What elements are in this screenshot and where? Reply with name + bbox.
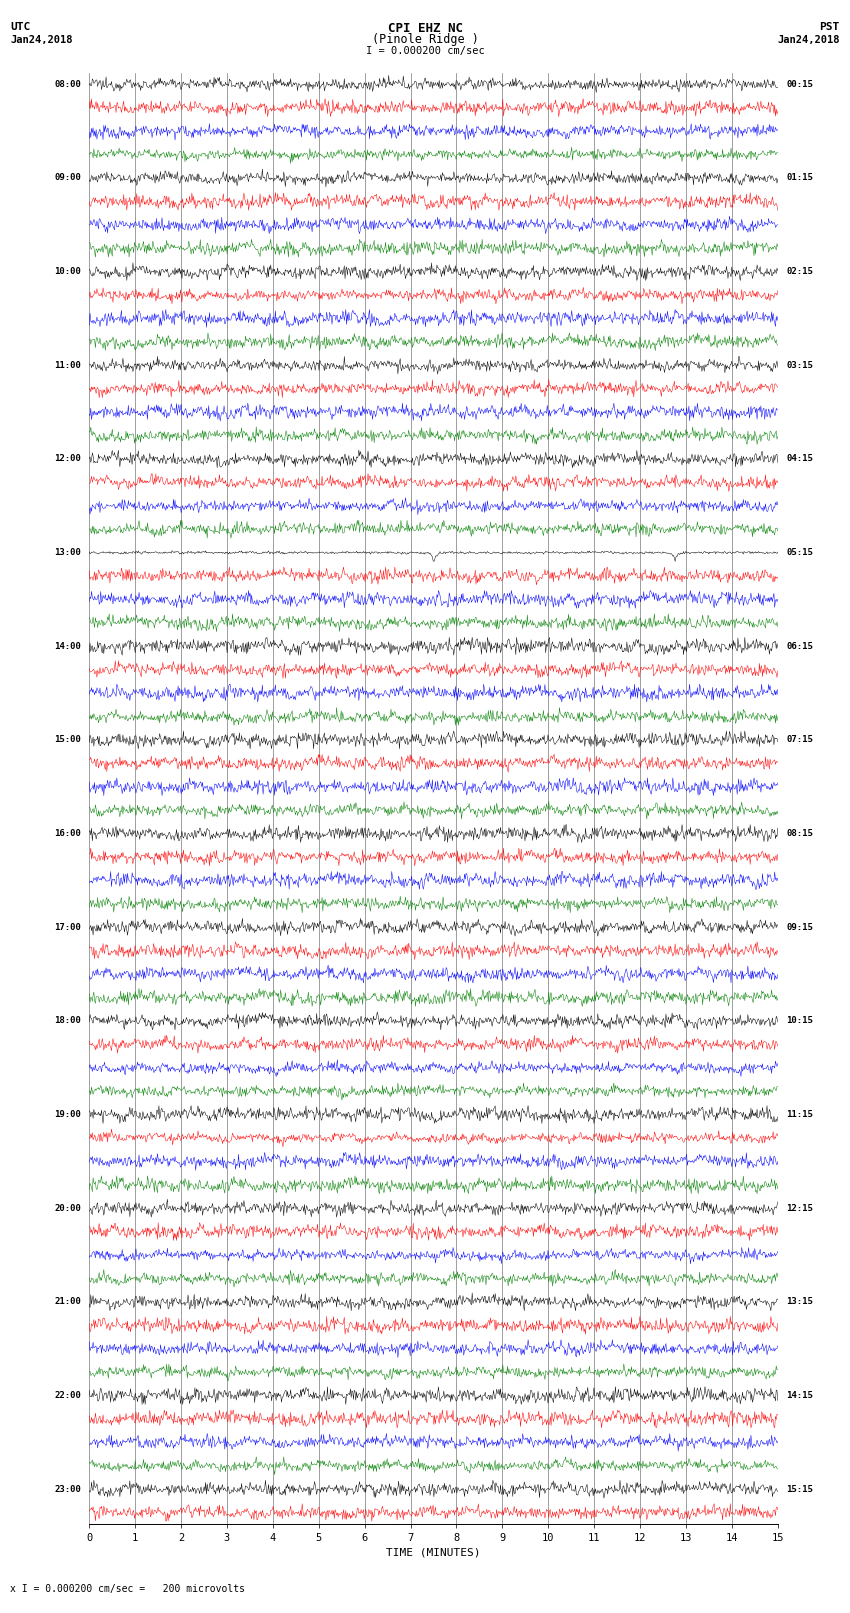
Text: 12:15: 12:15	[786, 1203, 813, 1213]
Text: Jan24,2018: Jan24,2018	[10, 35, 73, 45]
Text: 02:15: 02:15	[786, 268, 813, 276]
Text: 20:00: 20:00	[54, 1203, 81, 1213]
Text: 18:00: 18:00	[54, 1016, 81, 1026]
Text: 16:00: 16:00	[54, 829, 81, 839]
Text: CPI EHZ NC: CPI EHZ NC	[388, 21, 462, 35]
Text: 13:15: 13:15	[786, 1297, 813, 1307]
Text: 05:15: 05:15	[786, 548, 813, 556]
Text: I = 0.000200 cm/sec: I = 0.000200 cm/sec	[366, 47, 484, 56]
Text: 00:15: 00:15	[786, 79, 813, 89]
Text: 12:00: 12:00	[54, 455, 81, 463]
Text: 09:00: 09:00	[54, 174, 81, 182]
Text: 14:15: 14:15	[786, 1390, 813, 1400]
Text: 04:15: 04:15	[786, 455, 813, 463]
Text: 11:00: 11:00	[54, 361, 81, 369]
Text: 11:15: 11:15	[786, 1110, 813, 1119]
Text: 17:00: 17:00	[54, 923, 81, 932]
Text: 07:15: 07:15	[786, 736, 813, 744]
Text: 09:15: 09:15	[786, 923, 813, 932]
Text: 01:15: 01:15	[786, 174, 813, 182]
Text: 06:15: 06:15	[786, 642, 813, 650]
Text: PST: PST	[819, 23, 840, 32]
Text: UTC: UTC	[10, 23, 31, 32]
Text: 08:15: 08:15	[786, 829, 813, 839]
Text: Jan24,2018: Jan24,2018	[777, 35, 840, 45]
Text: x I = 0.000200 cm/sec =   200 microvolts: x I = 0.000200 cm/sec = 200 microvolts	[10, 1584, 245, 1594]
Text: 23:00: 23:00	[54, 1484, 81, 1494]
Text: 14:00: 14:00	[54, 642, 81, 650]
Text: 19:00: 19:00	[54, 1110, 81, 1119]
Text: 08:00: 08:00	[54, 79, 81, 89]
Text: 13:00: 13:00	[54, 548, 81, 556]
Text: 22:00: 22:00	[54, 1390, 81, 1400]
Text: 15:00: 15:00	[54, 736, 81, 744]
X-axis label: TIME (MINUTES): TIME (MINUTES)	[386, 1547, 481, 1558]
Text: 10:15: 10:15	[786, 1016, 813, 1026]
Text: 03:15: 03:15	[786, 361, 813, 369]
Text: 15:15: 15:15	[786, 1484, 813, 1494]
Text: 10:00: 10:00	[54, 268, 81, 276]
Text: 21:00: 21:00	[54, 1297, 81, 1307]
Text: (Pinole Ridge ): (Pinole Ridge )	[371, 32, 479, 45]
